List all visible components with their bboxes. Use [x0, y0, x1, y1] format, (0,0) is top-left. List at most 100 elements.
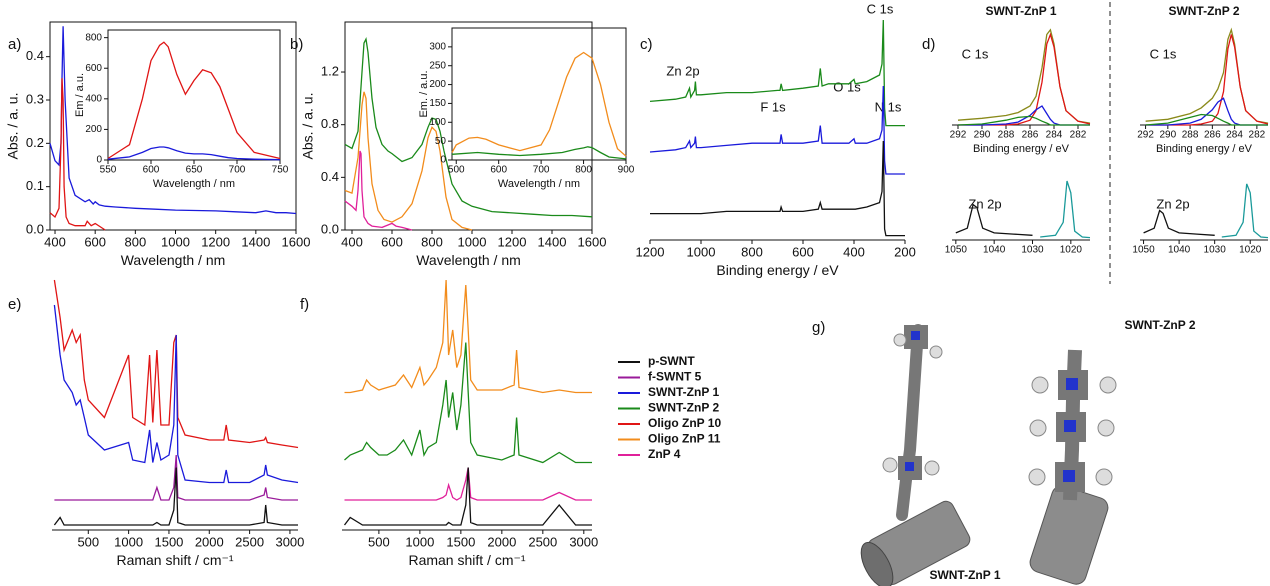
atom [894, 334, 906, 346]
x-tick-label: 2500 [235, 534, 264, 549]
atom [883, 458, 897, 472]
x-tick-label: 284 [1226, 130, 1243, 141]
y-tick-label: 0.2 [26, 135, 44, 150]
x-tick-label: 284 [1046, 130, 1063, 141]
panel-label: b) [290, 36, 303, 53]
annotation: Zn 2p [666, 63, 699, 78]
y-tick-label: 0.4 [321, 169, 339, 184]
series-line [345, 468, 593, 526]
x-tick-label: 1030 [1021, 245, 1044, 256]
x-tick-label: 1500 [154, 534, 183, 549]
x-tick-label: 400 [843, 244, 865, 259]
y-tick-label: 0.4 [26, 48, 44, 63]
x-tick-label: 1600 [282, 234, 311, 249]
panel-label: f) [300, 296, 309, 313]
x-tick-label: 1020 [1060, 245, 1083, 256]
series-line [452, 147, 626, 159]
x-tick-label: 600 [490, 165, 507, 176]
x-tick-label: 700 [533, 165, 550, 176]
series-line [1222, 184, 1268, 238]
x-tick-label: 1200 [636, 244, 665, 259]
x-tick-label: 1500 [446, 534, 475, 549]
linker [902, 330, 918, 515]
zinc [1063, 470, 1075, 482]
y-tick-label: 300 [429, 41, 446, 52]
x-tick-label: 1400 [241, 234, 270, 249]
x-tick-label: 1000 [687, 244, 716, 259]
annotation: C 1s [1150, 46, 1177, 61]
atom [1098, 420, 1114, 436]
x-tick-label: 1050 [1132, 245, 1155, 256]
x-tick-label: 800 [124, 234, 146, 249]
panel-label: g) [812, 319, 825, 336]
x-tick-label: 400 [44, 234, 66, 249]
x-tick-label: 1000 [458, 234, 487, 249]
legend-label: Oligo ZnP 10 [648, 416, 721, 430]
x-tick-label: 800 [741, 244, 763, 259]
x-axis-label: Raman shift / cm⁻¹ [116, 552, 233, 568]
annotation: O 1s [833, 79, 861, 94]
y-tick-label: 0.0 [321, 221, 339, 236]
zinc [911, 331, 920, 340]
legend-label: SWNT-ZnP 2 [648, 401, 719, 415]
x-tick-label: 600 [792, 244, 814, 259]
model-2 [1028, 350, 1116, 586]
y-tick-label: 200 [85, 124, 102, 135]
y-tick-label: 200 [429, 79, 446, 90]
x-tick-label: 290 [1159, 130, 1176, 141]
x-tick-label: 292 [1137, 130, 1154, 141]
series-line [958, 30, 1090, 123]
series-line [345, 39, 592, 217]
x-tick-label: 1040 [983, 245, 1006, 256]
y-tick-label: 0.3 [26, 91, 44, 106]
y-tick-label: 50 [435, 136, 447, 147]
model-caption: SWNT-ZnP 2 [1124, 318, 1195, 332]
annotation: C 1s [962, 46, 989, 61]
plot-frame [108, 30, 280, 160]
x-tick-label: 750 [272, 165, 289, 176]
annotation: N 1s [875, 99, 902, 114]
plot-frame [452, 28, 626, 160]
series-line [345, 151, 412, 230]
panel-title: SWNT-ZnP 2 [1168, 4, 1239, 18]
x-tick-label: 400 [341, 234, 363, 249]
x-tick-label: 600 [143, 165, 160, 176]
y-tick-label: 600 [85, 63, 102, 74]
x-tick-label: 600 [381, 234, 403, 249]
x-tick-label: 200 [894, 244, 916, 259]
y-axis-label: Abs. / a. u. [300, 93, 316, 160]
x-tick-label: 2500 [528, 534, 557, 549]
y-axis-label: Em / a.u. [74, 73, 86, 117]
x-axis-label: Binding energy / eV [716, 262, 839, 278]
x-tick-label: 800 [575, 165, 592, 176]
legend-label: f-SWNT 5 [648, 370, 702, 384]
atom [1100, 377, 1116, 393]
figure: g) SWNT-ZnP 2 SWNT-ZnP 1 400600800100012… [0, 0, 1270, 586]
x-tick-label: 3000 [275, 534, 304, 549]
y-tick-label: 150 [429, 98, 446, 109]
x-tick-label: 1030 [1204, 245, 1227, 256]
series-line [452, 53, 626, 157]
panel-label: e) [8, 296, 21, 313]
x-tick-label: 288 [998, 130, 1015, 141]
x-tick-label: 1200 [498, 234, 527, 249]
y-tick-label: 0 [96, 155, 102, 166]
x-tick-label: 286 [1022, 130, 1039, 141]
atom [930, 346, 942, 358]
x-tick-label: 500 [448, 165, 465, 176]
legend-label: Oligo ZnP 11 [648, 432, 721, 446]
x-tick-label: 282 [1070, 130, 1087, 141]
x-tick-label: 800 [421, 234, 443, 249]
y-tick-label: 0.0 [26, 221, 44, 236]
panel-label: c) [640, 36, 653, 53]
x-tick-label: 500 [77, 534, 99, 549]
x-tick-label: 500 [368, 534, 390, 549]
x-tick-label: 290 [974, 130, 991, 141]
x-tick-label: 1050 [945, 245, 968, 256]
legend-label: p-SWNT [648, 354, 695, 368]
x-tick-label: 600 [84, 234, 106, 249]
x-axis-label: Wavelength / nm [416, 252, 521, 268]
x-tick-label: 292 [950, 130, 967, 141]
series-line [108, 42, 280, 158]
x-tick-label: 1000 [405, 534, 434, 549]
